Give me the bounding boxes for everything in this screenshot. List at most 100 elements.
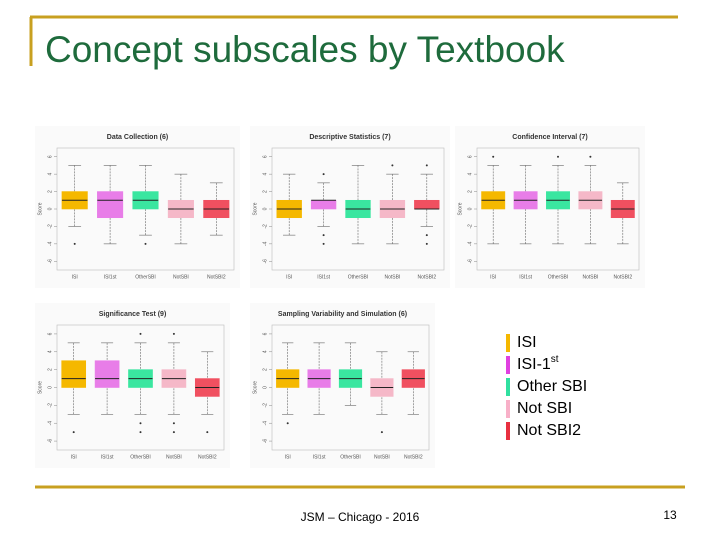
outlier (286, 422, 289, 425)
legend-swatch (506, 378, 510, 396)
outlier (172, 431, 175, 434)
y-tick-label: 4 (262, 173, 268, 176)
outlier (139, 332, 142, 335)
y-tick-label: 4 (47, 173, 53, 176)
y-tick-label: 2 (467, 190, 473, 193)
y-tick-label: -4 (262, 241, 268, 246)
legend-sup: st (551, 354, 559, 365)
legend-text: Not SBI2 (517, 422, 581, 439)
outlier (425, 242, 428, 245)
y-tick-label: -6 (47, 259, 53, 264)
x-tick-label: OtherSBI (130, 454, 151, 460)
x-tick-label: ISI1st (104, 274, 117, 280)
x-tick-label: ISI1st (317, 274, 330, 280)
outlier (322, 242, 325, 245)
page-number: 13 (663, 508, 677, 522)
legend-label: Not SBI2 (517, 422, 581, 439)
legend-text: ISI-1 (517, 356, 551, 373)
y-tick-label: 4 (262, 350, 268, 353)
x-tick-label: OtherSBI (340, 454, 361, 460)
legend-swatch (506, 422, 510, 440)
y-tick-label: 2 (262, 368, 268, 371)
box (97, 191, 124, 219)
x-tick-label: OtherSBI (348, 274, 369, 280)
outlier (589, 155, 592, 158)
panel-title: Data Collection (6) (107, 134, 168, 141)
outlier (139, 431, 142, 434)
x-tick-label: ISI (285, 454, 291, 460)
outlier (172, 422, 175, 425)
legend-text: Not SBI (517, 400, 572, 417)
y-tick-label: -2 (467, 224, 473, 229)
y-tick-label: -6 (47, 439, 53, 444)
outlier (322, 234, 325, 237)
legend-label: ISI (517, 334, 537, 351)
x-tick-label: ISI1st (101, 454, 114, 460)
y-tick-label: -2 (47, 403, 53, 408)
outlier (322, 173, 325, 176)
y-tick-label: 6 (47, 332, 53, 335)
x-tick-label: OtherSBI (548, 274, 569, 280)
x-tick-label: ISI1st (313, 454, 326, 460)
y-tick-label: -6 (467, 259, 473, 264)
y-tick-label: 6 (262, 155, 268, 158)
y-tick-label: -6 (262, 259, 268, 264)
outlier (425, 234, 428, 237)
outlier (492, 155, 495, 158)
x-tick-label: NotSBI2 (198, 454, 217, 460)
y-tick-label: -2 (47, 224, 53, 229)
x-tick-label: NotSBI (582, 274, 598, 280)
x-tick-label: ISI (490, 274, 496, 280)
y-tick-label: 0 (467, 207, 473, 210)
legend-swatch (506, 334, 510, 352)
outlier (380, 431, 383, 434)
box (94, 360, 120, 388)
y-tick-label: 0 (47, 207, 53, 210)
y-tick-label: 0 (47, 386, 53, 389)
y-tick-label: -4 (467, 241, 473, 246)
x-tick-label: NotSBI (374, 454, 390, 460)
panel-title: Significance Test (9) (99, 311, 167, 318)
legend-label: ISI-1st (517, 354, 559, 374)
outlier (206, 431, 209, 434)
outlier (72, 431, 75, 434)
y-tick-label: 4 (47, 350, 53, 353)
y-tick-label: 0 (262, 386, 268, 389)
y-tick-label: 6 (467, 155, 473, 158)
outlier (425, 164, 428, 167)
x-tick-label: NotSBI2 (207, 274, 226, 280)
y-tick-label: 4 (467, 173, 473, 176)
legend-label: Other SBI (517, 378, 587, 395)
x-tick-label: NotSBI2 (417, 274, 436, 280)
x-tick-label: ISI (71, 454, 77, 460)
x-tick-label: NotSBI2 (613, 274, 632, 280)
y-tick-label: -4 (262, 421, 268, 426)
y-tick-label: -4 (47, 421, 53, 426)
y-tick-label: -6 (262, 439, 268, 444)
outlier (391, 164, 394, 167)
legend-text: Other SBI (517, 378, 587, 395)
outlier (557, 155, 559, 158)
x-tick-label: ISI (72, 274, 78, 280)
y-axis-label: Score (252, 381, 258, 394)
legend-text: ISI (517, 334, 537, 351)
legend-swatch (506, 356, 510, 374)
y-axis-label: Score (37, 381, 43, 394)
y-tick-label: -4 (47, 241, 53, 246)
y-tick-label: 0 (262, 207, 268, 210)
y-axis-label: Score (252, 202, 258, 215)
outlier (73, 242, 76, 245)
outlier (172, 332, 175, 335)
panel-title: Sampling Variability and Simulation (6) (278, 311, 407, 318)
box (61, 360, 87, 388)
legend-swatch (506, 400, 510, 418)
legend-label: Not SBI (517, 400, 572, 417)
x-tick-label: ISI1st (519, 274, 532, 280)
y-axis-label: Score (457, 202, 463, 215)
x-tick-label: NotSBI (166, 454, 182, 460)
x-tick-label: OtherSBI (135, 274, 156, 280)
x-tick-label: NotSBI2 (404, 454, 423, 460)
slide-title: Concept subscales by Textbook (45, 29, 565, 70)
